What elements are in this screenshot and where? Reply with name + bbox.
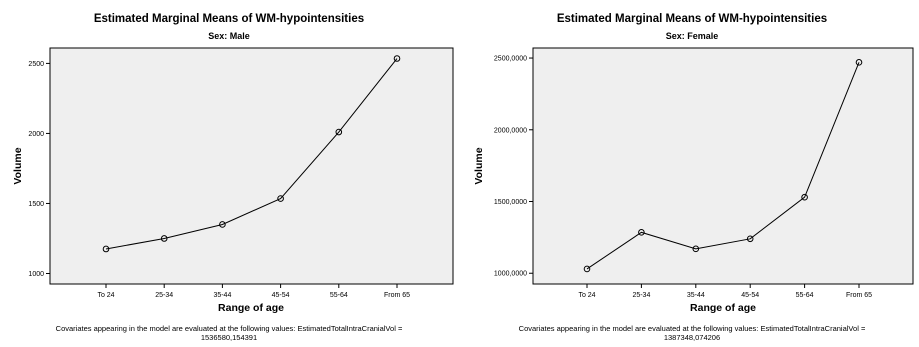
y-tick-label: 2500,0000	[494, 56, 527, 63]
data-point	[583, 265, 591, 273]
data-point	[746, 235, 754, 243]
y-tick-label: 2000	[28, 131, 44, 138]
x-tick-label: 45-54	[741, 292, 759, 299]
x-axis: To 24 25-34 35-44 45-54 55-64 From 65	[97, 284, 410, 299]
data-point	[277, 195, 284, 202]
x-axis-label: Range of age	[690, 302, 756, 314]
series-layer	[102, 55, 401, 253]
chart-subtitle: Sex: Female	[666, 31, 719, 41]
y-tick-label: 2000,0000	[494, 127, 527, 134]
y-tick-label: 1000	[28, 271, 44, 278]
y-tick-label: 1500	[28, 201, 44, 208]
data-point	[692, 245, 700, 253]
x-tick-label: 25-34	[632, 292, 650, 299]
plot-area	[49, 47, 454, 285]
x-tick-label: To 24	[97, 292, 114, 299]
chart-title: Estimated Marginal Means of WM-hypointen…	[94, 13, 364, 25]
data-point	[335, 128, 343, 136]
chart-female: Estimated Marginal Means of WM-hypointen…	[460, 0, 919, 347]
covariate-note-line1: Covariates appearing in the model are ev…	[519, 324, 866, 333]
series-line	[105, 58, 398, 250]
covariate-note-line1: Covariates appearing in the model are ev…	[56, 324, 403, 333]
x-tick-label: To 24	[578, 292, 595, 299]
y-tick-label: 1000,0000	[494, 271, 527, 278]
data-point	[160, 235, 168, 242]
x-axis-label: Range of age	[218, 302, 284, 314]
x-tick-label: From 65	[384, 292, 410, 299]
chart-subtitle: Sex: Male	[208, 31, 250, 41]
data-point	[393, 55, 401, 62]
x-tick-label: 55-64	[796, 292, 814, 299]
x-tick-label: 35-44	[213, 292, 231, 299]
x-tick-label: 45-54	[272, 292, 290, 299]
series-layer	[583, 59, 863, 273]
y-axis: 1000 1500 2000 2500	[28, 61, 50, 278]
y-tick-label: 1500,0000	[494, 199, 527, 206]
data-point	[102, 245, 110, 253]
x-axis: To 24 25-34 35-44 45-54 55-64 From 65	[578, 284, 872, 299]
y-axis-label: Volume	[473, 147, 485, 184]
x-tick-label: 25-34	[155, 292, 173, 299]
chart-female-svg: Estimated Marginal Means of WM-hypointen…	[473, 13, 914, 342]
chart-male: Estimated Marginal Means of WM-hypointen…	[0, 0, 459, 347]
data-point	[638, 229, 645, 236]
x-tick-label: 35-44	[687, 292, 705, 299]
covariate-note-line2: 1387348,074206	[664, 333, 720, 342]
data-point	[219, 221, 226, 228]
y-axis-label: Volume	[12, 147, 24, 184]
y-axis: 1000,0000 1500,0000 2000,0000 2500,0000	[494, 56, 533, 278]
plot-area	[532, 47, 914, 285]
y-tick-label: 2500	[28, 61, 44, 68]
chart-male-svg: Estimated Marginal Means of WM-hypointen…	[12, 13, 454, 342]
series-line	[586, 62, 860, 270]
covariate-note-line2: 1536580,154391	[201, 333, 257, 342]
chart-title: Estimated Marginal Means of WM-hypointen…	[557, 13, 827, 25]
data-point	[801, 193, 808, 201]
data-point	[855, 59, 863, 66]
x-tick-label: 55-64	[330, 292, 348, 299]
x-tick-label: From 65	[846, 292, 872, 299]
